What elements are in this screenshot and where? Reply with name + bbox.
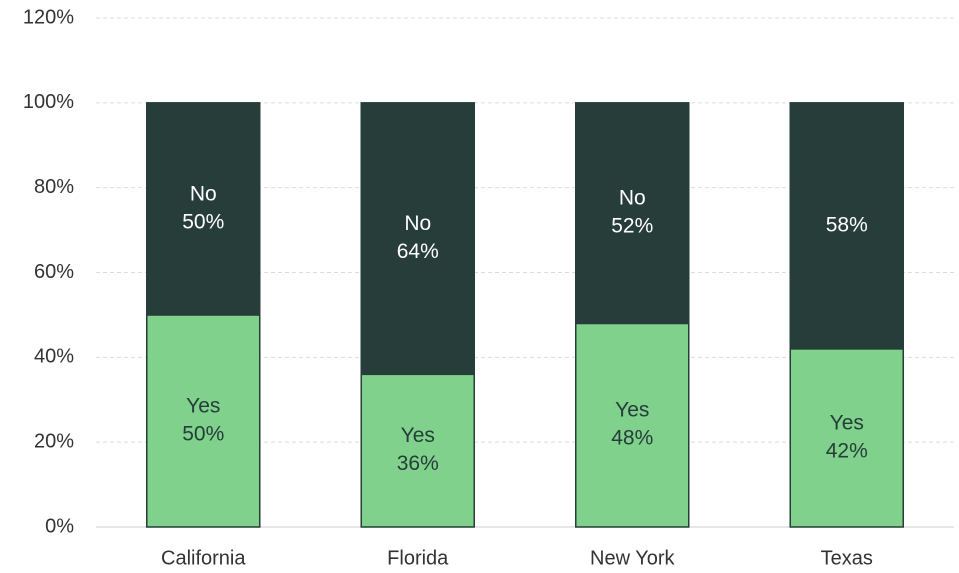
data-label: 48% (611, 427, 653, 450)
data-label: Yes (401, 424, 435, 447)
data-label: No (190, 182, 217, 205)
y-tick-label: 60% (34, 261, 74, 283)
x-tick-label: New York (590, 547, 675, 569)
data-label: No (404, 212, 431, 235)
data-label: 50% (182, 210, 224, 233)
y-tick-label: 40% (34, 346, 74, 368)
bar-segment (575, 322, 690, 528)
bar-segment (360, 102, 475, 376)
data-label: 58% (826, 213, 868, 236)
bar-segment (146, 314, 261, 528)
data-label: Yes (830, 411, 864, 434)
bar-segment (360, 373, 475, 528)
data-label: 52% (611, 215, 653, 238)
y-tick-label: 0% (45, 515, 74, 537)
data-label: 64% (397, 240, 439, 263)
y-tick-label: 20% (34, 430, 74, 452)
x-tick-label: Texas (821, 547, 873, 569)
y-tick-label: 100% (23, 91, 74, 113)
bar-segment (789, 102, 904, 350)
data-label: 36% (397, 452, 439, 475)
bar-segment (146, 102, 261, 316)
y-tick-label: 80% (34, 176, 74, 198)
data-label: Yes (186, 395, 220, 418)
data-label: Yes (615, 399, 649, 422)
data-label: 50% (182, 423, 224, 446)
data-label: No (619, 187, 646, 210)
x-tick-label: California (161, 547, 246, 569)
bar-segment (575, 102, 690, 325)
bar-segment (789, 348, 904, 528)
y-tick-label: 120% (23, 6, 74, 28)
data-label: 42% (826, 439, 868, 462)
x-tick-label: Florida (387, 547, 449, 569)
